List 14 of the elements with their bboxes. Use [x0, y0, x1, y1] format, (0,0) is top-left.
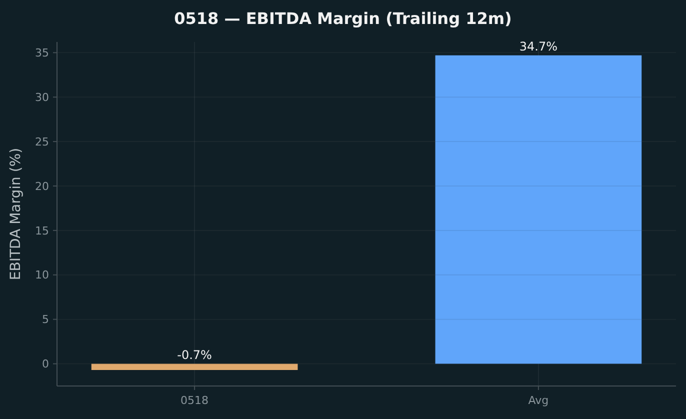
y-tick-label: 25 — [35, 135, 49, 148]
data-label: 34.7% — [519, 39, 558, 54]
y-axis-title: EBITDA Margin (%) — [8, 148, 24, 280]
y-tick-label: 20 — [35, 180, 49, 193]
x-tick-label: 0518 — [180, 394, 209, 407]
x-tick-label: Avg — [528, 394, 549, 407]
y-tick-label: 10 — [35, 268, 49, 282]
data-label: -0.7% — [177, 348, 212, 362]
y-tick-label: 5 — [42, 313, 49, 326]
y-tick-label: 0 — [42, 358, 49, 371]
y-tick-label: 15 — [35, 224, 49, 238]
chart-title: 0518 — EBITDA Margin (Trailing 12m) — [174, 9, 512, 28]
y-tick-label: 30 — [35, 90, 49, 104]
y-tick-label: 35 — [35, 46, 49, 60]
